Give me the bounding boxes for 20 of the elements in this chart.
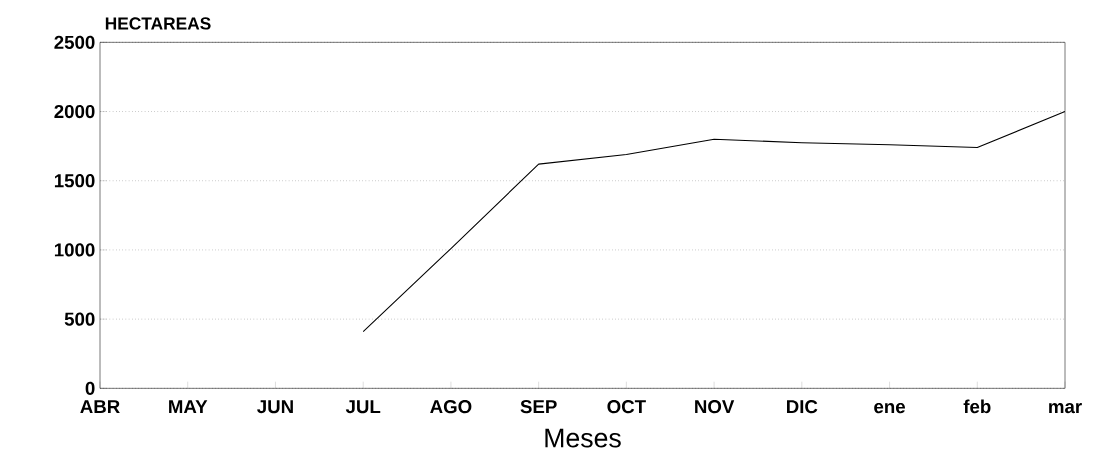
x-tick-label: ABR: [80, 400, 120, 414]
x-tick-label: ene: [874, 402, 905, 414]
x-tick-label: OCT: [607, 399, 646, 414]
x-tick-label: mar: [1049, 402, 1082, 414]
x-axis-title: Meses: [545, 428, 621, 448]
x-tick-label: AGO: [430, 399, 472, 414]
y-axis-title: HECTAREAS: [105, 17, 211, 30]
x-tick-label: NOV: [695, 399, 735, 414]
y-tick-label: 1000: [54, 243, 95, 257]
y-tick-label: 1500: [54, 174, 95, 188]
y-tick-label: 0: [85, 381, 95, 395]
y-tick-label: 2500: [54, 35, 95, 49]
x-tick-label: MAY: [169, 400, 208, 414]
y-tick-label: 2000: [54, 104, 95, 119]
y-tick-label: 500: [64, 312, 95, 326]
x-tick-label: JUL: [345, 400, 381, 414]
x-tick-label: SEP: [520, 399, 557, 414]
x-tick-label: JUN: [257, 400, 293, 414]
x-tick-label: DIC: [787, 399, 818, 414]
x-tick-label: feb: [963, 399, 991, 414]
